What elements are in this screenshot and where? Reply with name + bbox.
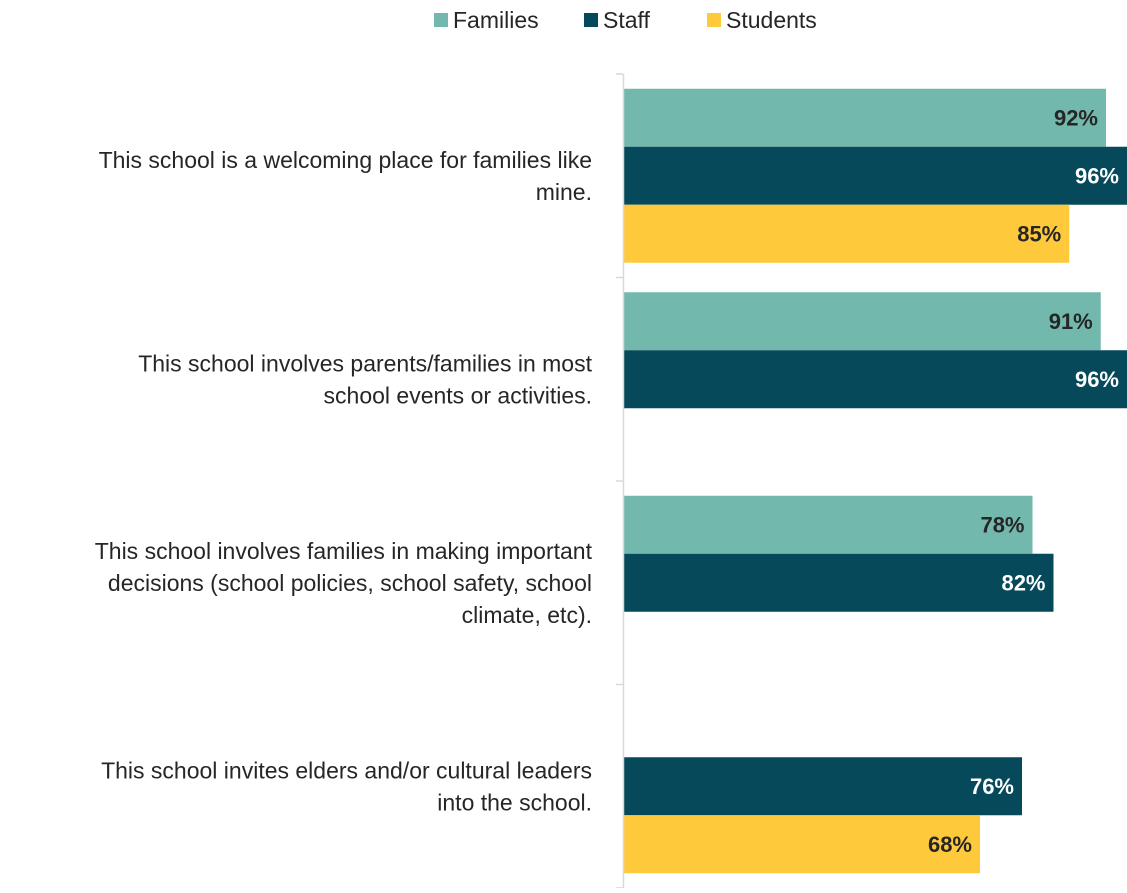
- data-label-families-1: 92%: [1054, 105, 1098, 130]
- category-label-line: This school is a welcoming place for fam…: [99, 147, 592, 173]
- legend-label-students: Students: [726, 7, 817, 33]
- legend-label-staff: Staff: [603, 7, 650, 33]
- category-label-line: climate, etc).: [462, 602, 592, 628]
- legend-swatch-staff: [584, 13, 598, 27]
- bar-students-4: [623, 815, 980, 874]
- data-label-students-1: 85%: [1017, 221, 1061, 246]
- data-label-families-2: 91%: [1049, 309, 1093, 334]
- legend-label-families: Families: [453, 7, 539, 33]
- data-label-students-4: 68%: [928, 832, 972, 857]
- data-label-staff-3: 82%: [1001, 570, 1045, 595]
- data-label-staff-4: 76%: [970, 774, 1014, 799]
- bar-families-2: [623, 292, 1101, 351]
- bar-students-1: [623, 204, 1070, 263]
- bar-staff-2: [623, 350, 1127, 409]
- bar-staff-3: [623, 553, 1054, 612]
- category-label-2: This school involves parents/families in…: [138, 350, 592, 408]
- legend: Families Staff Students: [434, 7, 817, 33]
- bar-families-3: [623, 495, 1033, 554]
- legend-swatch-families: [434, 13, 448, 27]
- bar-families-1: [623, 88, 1106, 147]
- data-label-staff-1: 96%: [1075, 163, 1119, 188]
- category-label-line: school events or activities.: [324, 382, 592, 408]
- bar-staff-1: [623, 146, 1127, 205]
- data-label-staff-2: 96%: [1075, 367, 1119, 392]
- category-label-line: This school involves families in making …: [95, 538, 593, 564]
- category-label-line: decisions (school policies, school safet…: [108, 570, 592, 596]
- category-label-line: This school involves parents/families in…: [138, 350, 592, 376]
- category-label-line: mine.: [536, 179, 592, 205]
- category-label-line: This school invites elders and/or cultur…: [101, 757, 592, 783]
- data-label-families-3: 78%: [980, 512, 1024, 537]
- bar-staff-4: [623, 757, 1022, 816]
- category-label-line: into the school.: [437, 789, 592, 815]
- category-label-4: This school invites elders and/or cultur…: [101, 757, 592, 815]
- category-label-3: This school involves families in making …: [95, 538, 593, 628]
- legend-swatch-students: [707, 13, 721, 27]
- category-label-1: This school is a welcoming place for fam…: [99, 147, 592, 205]
